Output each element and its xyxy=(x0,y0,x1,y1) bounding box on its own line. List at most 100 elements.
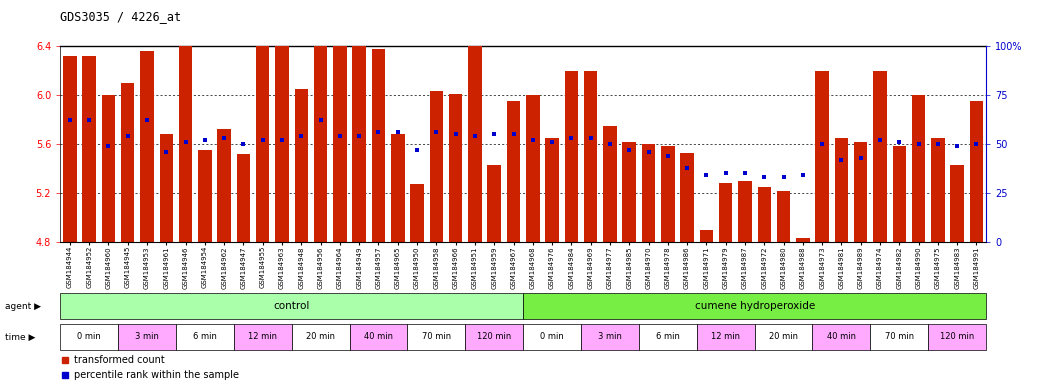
Point xyxy=(409,147,426,153)
Bar xyxy=(523,293,986,319)
Bar xyxy=(526,95,540,242)
Point xyxy=(563,135,579,141)
Point xyxy=(621,147,637,153)
Point xyxy=(216,135,233,141)
Bar xyxy=(584,71,598,242)
Bar xyxy=(60,293,523,319)
Bar xyxy=(275,34,289,242)
Point xyxy=(524,137,541,143)
Point xyxy=(274,137,291,143)
Point xyxy=(196,137,213,143)
Point xyxy=(699,172,715,179)
Bar xyxy=(488,165,501,242)
Point xyxy=(331,133,348,139)
Bar xyxy=(198,150,212,242)
Bar xyxy=(234,324,292,350)
Point xyxy=(371,129,387,135)
Bar xyxy=(295,89,308,242)
Point xyxy=(293,133,309,139)
Point xyxy=(447,131,464,137)
Text: 70 min: 70 min xyxy=(884,333,913,341)
Point xyxy=(949,143,965,149)
Point xyxy=(158,149,174,155)
Point xyxy=(968,141,985,147)
Bar xyxy=(696,324,755,350)
Bar xyxy=(816,71,829,242)
Bar xyxy=(738,181,752,242)
Text: 6 min: 6 min xyxy=(656,333,680,341)
Bar xyxy=(160,134,173,242)
Bar xyxy=(468,40,482,242)
Bar xyxy=(523,324,581,350)
Point xyxy=(351,133,367,139)
Text: 20 min: 20 min xyxy=(769,333,798,341)
Point xyxy=(602,141,619,147)
Bar xyxy=(581,324,638,350)
Bar xyxy=(755,324,813,350)
Bar xyxy=(292,324,350,350)
Bar xyxy=(410,184,424,242)
Bar xyxy=(102,95,115,242)
Text: 3 min: 3 min xyxy=(135,333,159,341)
Point xyxy=(389,129,406,135)
Bar xyxy=(661,146,675,242)
Point xyxy=(177,139,194,145)
Bar xyxy=(603,126,617,242)
Point xyxy=(236,141,252,147)
Point xyxy=(119,133,136,139)
Bar xyxy=(911,95,925,242)
Bar xyxy=(313,12,327,242)
Bar xyxy=(121,83,135,242)
Bar xyxy=(931,138,945,242)
Bar xyxy=(333,12,347,242)
Point xyxy=(910,141,927,147)
Point xyxy=(737,170,754,177)
Point xyxy=(467,133,484,139)
Point xyxy=(872,137,889,143)
Bar xyxy=(641,144,655,242)
Bar xyxy=(813,324,870,350)
Bar xyxy=(430,91,443,242)
Bar xyxy=(700,230,713,242)
Point xyxy=(100,143,116,149)
Point xyxy=(930,141,947,147)
Text: 12 min: 12 min xyxy=(248,333,277,341)
Point xyxy=(582,135,599,141)
Point xyxy=(679,164,695,170)
Point xyxy=(659,153,676,159)
Bar xyxy=(353,9,366,242)
Point xyxy=(640,149,657,155)
Bar xyxy=(758,187,771,242)
Point xyxy=(852,155,869,161)
Bar xyxy=(237,154,250,242)
Bar xyxy=(350,324,407,350)
Bar xyxy=(854,142,868,242)
Bar xyxy=(680,152,693,242)
Point xyxy=(794,172,811,179)
Bar xyxy=(217,129,230,242)
Point xyxy=(717,170,734,177)
Bar xyxy=(372,48,385,242)
Text: cumene hydroperoxide: cumene hydroperoxide xyxy=(694,301,815,311)
Bar xyxy=(179,15,192,242)
Bar xyxy=(565,71,578,242)
Bar xyxy=(623,142,636,242)
Point xyxy=(139,118,156,124)
Bar xyxy=(448,94,462,242)
Point xyxy=(834,157,850,163)
Bar xyxy=(256,36,270,242)
Bar xyxy=(835,138,848,242)
Point xyxy=(814,141,830,147)
Point xyxy=(891,139,907,145)
Point xyxy=(312,118,329,124)
Bar xyxy=(969,101,983,242)
Text: time ▶: time ▶ xyxy=(5,333,35,341)
Text: percentile rank within the sample: percentile rank within the sample xyxy=(74,370,239,380)
Bar xyxy=(391,134,405,242)
Text: 0 min: 0 min xyxy=(540,333,564,341)
Point xyxy=(254,137,271,143)
Bar xyxy=(175,324,234,350)
Text: 40 min: 40 min xyxy=(364,333,393,341)
Bar xyxy=(638,324,696,350)
Bar xyxy=(776,190,790,242)
